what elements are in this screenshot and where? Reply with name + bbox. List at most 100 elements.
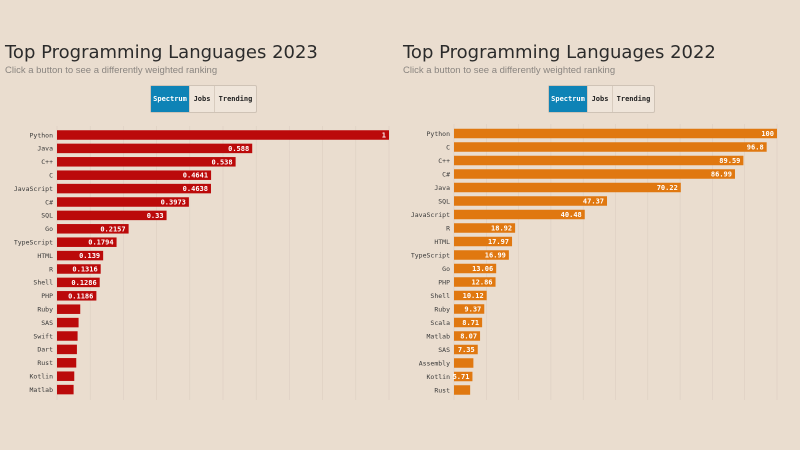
bar[interactable] (57, 157, 236, 167)
bar[interactable] (57, 317, 79, 328)
category-label: Python (30, 131, 54, 139)
category-label: Scala (430, 319, 450, 327)
chart-subtitle: Click a button to see a differently weig… (403, 65, 616, 76)
category-label: Rust (37, 359, 53, 367)
category-label: PHP (438, 278, 450, 286)
category-label: Kotlin (30, 373, 54, 381)
ranking-button-group: Spectrum Jobs Trending (150, 85, 257, 113)
category-label: TypeScript (14, 239, 53, 247)
category-label: R (49, 265, 53, 273)
ranking-button-group: Spectrum Jobs Trending (548, 85, 655, 113)
bar[interactable] (57, 304, 81, 314)
bar[interactable] (454, 290, 487, 301)
bar[interactable] (454, 371, 473, 382)
category-label: Kotlin (427, 373, 451, 381)
value-label: 8.71 (462, 319, 479, 327)
bar[interactable] (57, 277, 100, 288)
category-label: Swift (33, 332, 53, 340)
bar[interactable] (454, 236, 513, 247)
value-label: 7.35 (458, 346, 475, 354)
bar[interactable] (57, 197, 189, 207)
trending-button[interactable]: Trending (612, 86, 654, 112)
bar[interactable] (454, 182, 681, 193)
category-label: Go (442, 265, 450, 273)
bar[interactable] (454, 155, 744, 166)
bar[interactable] (454, 317, 483, 328)
bar[interactable] (57, 210, 167, 221)
value-label: 47.37 (583, 198, 604, 206)
bar[interactable] (57, 344, 77, 355)
chart-panel-2023: Top Programming Languages 2023 Click a b… (5, 42, 390, 400)
bar[interactable] (57, 291, 97, 301)
bar[interactable] (454, 385, 471, 395)
bar[interactable] (57, 143, 253, 154)
bar[interactable] (454, 142, 767, 152)
bar[interactable] (57, 250, 104, 261)
category-label: Matlab (30, 386, 54, 394)
value-label: 0.538 (212, 158, 233, 166)
category-label: Shell (33, 279, 53, 287)
category-label: Assembly (419, 359, 450, 367)
jobs-button[interactable]: Jobs (587, 86, 612, 112)
category-label: HTML (434, 238, 450, 246)
bar[interactable] (454, 344, 478, 355)
category-label: HTML (37, 252, 53, 260)
trending-button[interactable]: Trending (214, 86, 256, 112)
bar[interactable] (454, 196, 608, 206)
bar[interactable] (57, 331, 78, 341)
jobs-button[interactable]: Jobs (189, 86, 214, 112)
bar[interactable] (57, 264, 101, 274)
category-label: C# (45, 198, 53, 206)
chart-panel-2022: Top Programming Languages 2022 Click a b… (398, 0, 798, 450)
bar[interactable] (57, 237, 117, 247)
bar[interactable] (57, 224, 129, 234)
category-label: C (49, 172, 53, 180)
bar[interactable] (454, 250, 509, 260)
bar[interactable] (454, 128, 777, 139)
bar[interactable] (454, 223, 516, 233)
value-label: 0.1794 (88, 239, 113, 247)
category-label: Ruby (434, 305, 450, 313)
value-label: 70.22 (657, 184, 678, 192)
category-label: SAS (41, 319, 53, 327)
category-label: Shell (430, 292, 450, 300)
category-label: Go (45, 225, 53, 233)
bar[interactable] (57, 130, 389, 140)
value-label: 0.139 (79, 252, 100, 260)
value-label: 0.1286 (71, 279, 96, 287)
category-label: Java (37, 145, 53, 153)
chart-title: Top Programming Languages 2022 (403, 42, 716, 63)
spectrum-button[interactable]: Spectrum (549, 86, 587, 112)
value-label: 0.2157 (100, 225, 125, 233)
bar[interactable] (454, 209, 585, 220)
spectrum-button[interactable]: Spectrum (151, 86, 189, 112)
category-label: Python (427, 130, 451, 138)
value-label: 89.59 (719, 157, 740, 165)
bar[interactable] (57, 183, 211, 194)
bar[interactable] (454, 277, 496, 287)
bar[interactable] (454, 263, 497, 274)
category-label: Java (434, 184, 450, 192)
bar[interactable] (454, 304, 485, 314)
value-label: 10.12 (463, 292, 484, 300)
bar[interactable] (57, 358, 77, 368)
value-label: 0.588 (228, 145, 249, 153)
bar-chart-2023: Python 1 Java 0.588 C++ 0.538 C 0.4641 JavaScrip… (14, 126, 390, 400)
value-label: 5.71 (453, 373, 470, 381)
bar[interactable] (57, 384, 74, 395)
category-label: SAS (438, 346, 450, 354)
bar[interactable] (454, 358, 474, 368)
value-label: 0.33 (147, 212, 164, 220)
bar[interactable] (57, 170, 212, 180)
bar[interactable] (57, 371, 75, 381)
value-label: 0.1316 (72, 266, 97, 274)
category-label: TypeScript (411, 251, 450, 259)
bar[interactable] (454, 331, 481, 341)
bar[interactable] (454, 169, 735, 179)
value-label: 40.48 (561, 211, 582, 219)
value-label: 86.99 (711, 171, 732, 179)
value-label: 8.07 (460, 333, 477, 341)
category-label: C# (442, 170, 450, 178)
value-label: 13.06 (472, 265, 493, 273)
category-label: C++ (41, 158, 53, 166)
